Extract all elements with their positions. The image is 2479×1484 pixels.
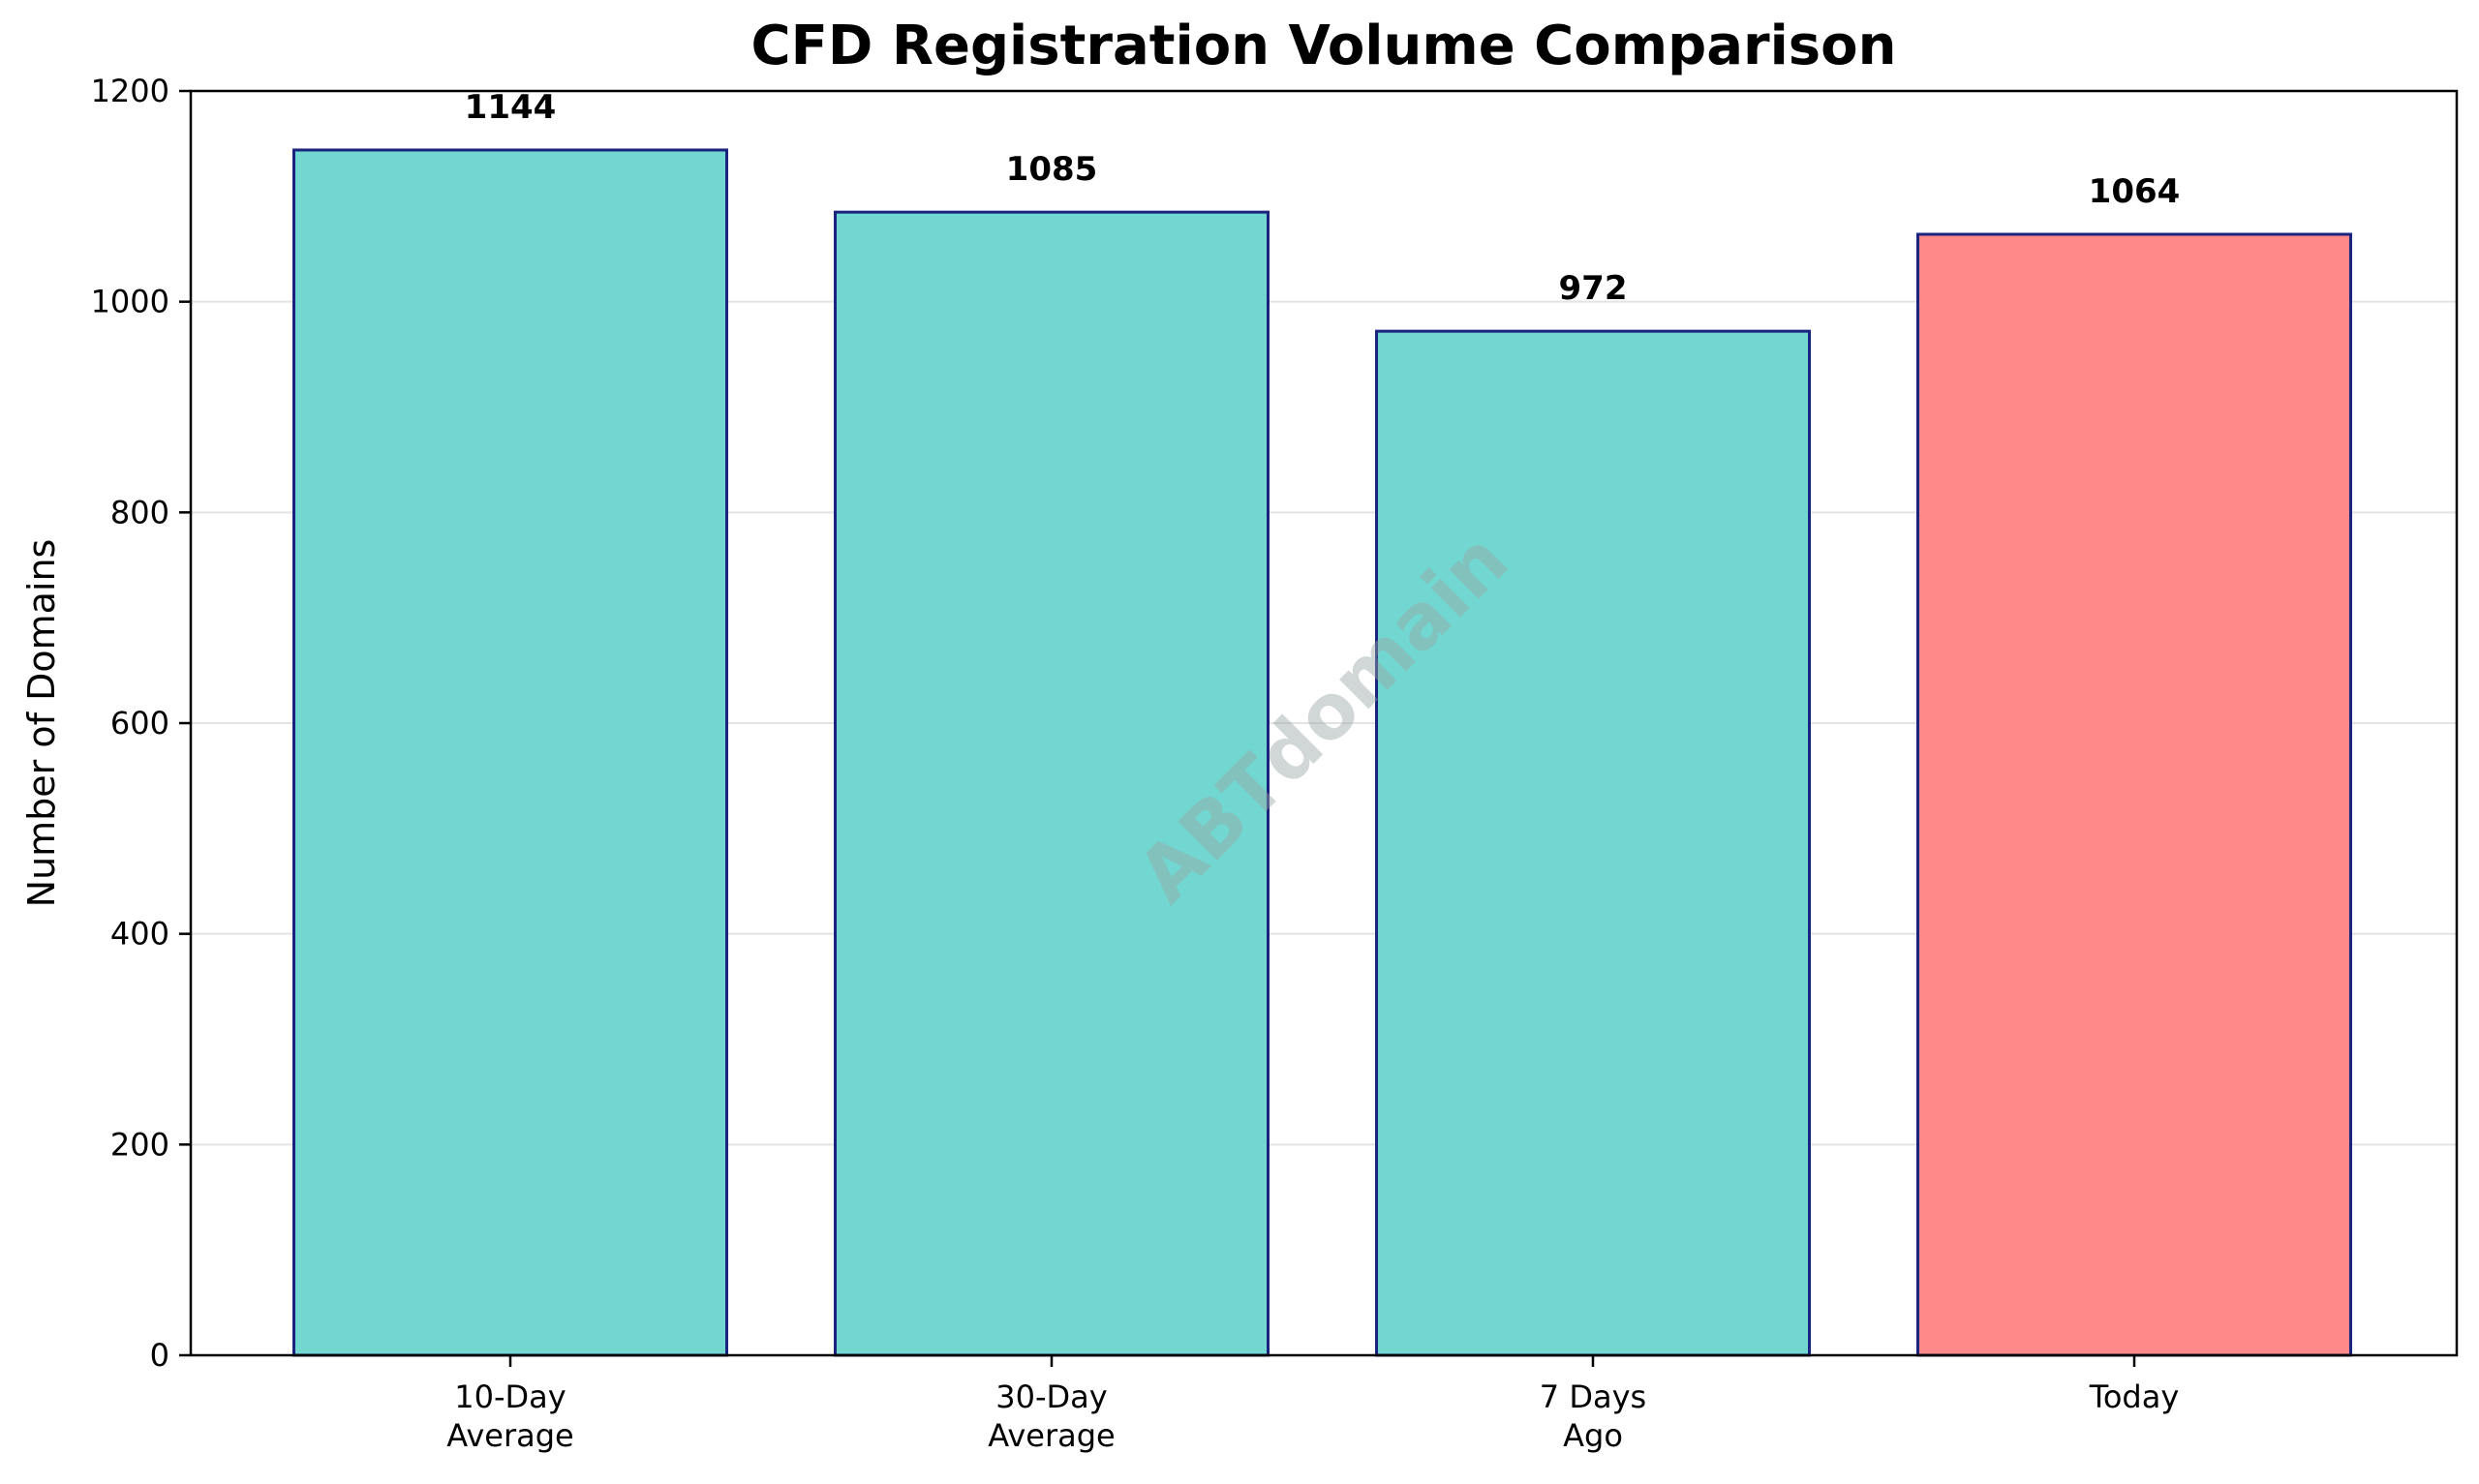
data-label-1: 1085 (1006, 150, 1098, 189)
bar-2 (1375, 329, 1811, 1357)
data-label-2: 972 (1559, 269, 1628, 308)
x-tick-label-line: 10-Day (454, 1378, 566, 1415)
x-tick-label-line: 7 Days (1540, 1378, 1646, 1415)
y-tick-label-1200: 1200 (91, 73, 169, 109)
bar-0 (292, 148, 728, 1357)
bar-3 (1916, 232, 2352, 1357)
y-tick-label-200: 200 (110, 1126, 169, 1163)
bar-1 (834, 210, 1270, 1357)
y-tick-label-600: 600 (110, 705, 169, 742)
x-tick-label-3: Today (2089, 1378, 2180, 1415)
data-label-0: 1144 (465, 88, 557, 127)
x-tick-label-1: 30-Day Average (988, 1378, 1115, 1454)
y-tick-label-400: 400 (110, 916, 169, 953)
x-tick-label-2: 7 Days Ago (1540, 1378, 1646, 1454)
bars (292, 148, 2352, 1357)
y-axis-label: Number of Domains (20, 539, 63, 908)
x-tick-label-line: Average (988, 1417, 1115, 1454)
x-tick-label-0: 10-Day Average (446, 1378, 573, 1454)
x-tick-label-line: Average (446, 1417, 573, 1454)
data-labels: 1144 1085 972 1064 (465, 88, 2181, 308)
x-tick-label-line: Ago (1563, 1417, 1623, 1454)
y-tick-label-800: 800 (110, 494, 169, 530)
x-tick-label-line: Today (2089, 1378, 2180, 1415)
y-tick-label-1000: 1000 (91, 284, 169, 320)
y-tick-label-0: 0 (150, 1337, 169, 1374)
data-label-3: 1064 (2089, 172, 2181, 211)
x-tick-label-line: 30-Day (995, 1378, 1107, 1415)
chart-title: CFD Registration Volume Comparison (751, 15, 1897, 77)
